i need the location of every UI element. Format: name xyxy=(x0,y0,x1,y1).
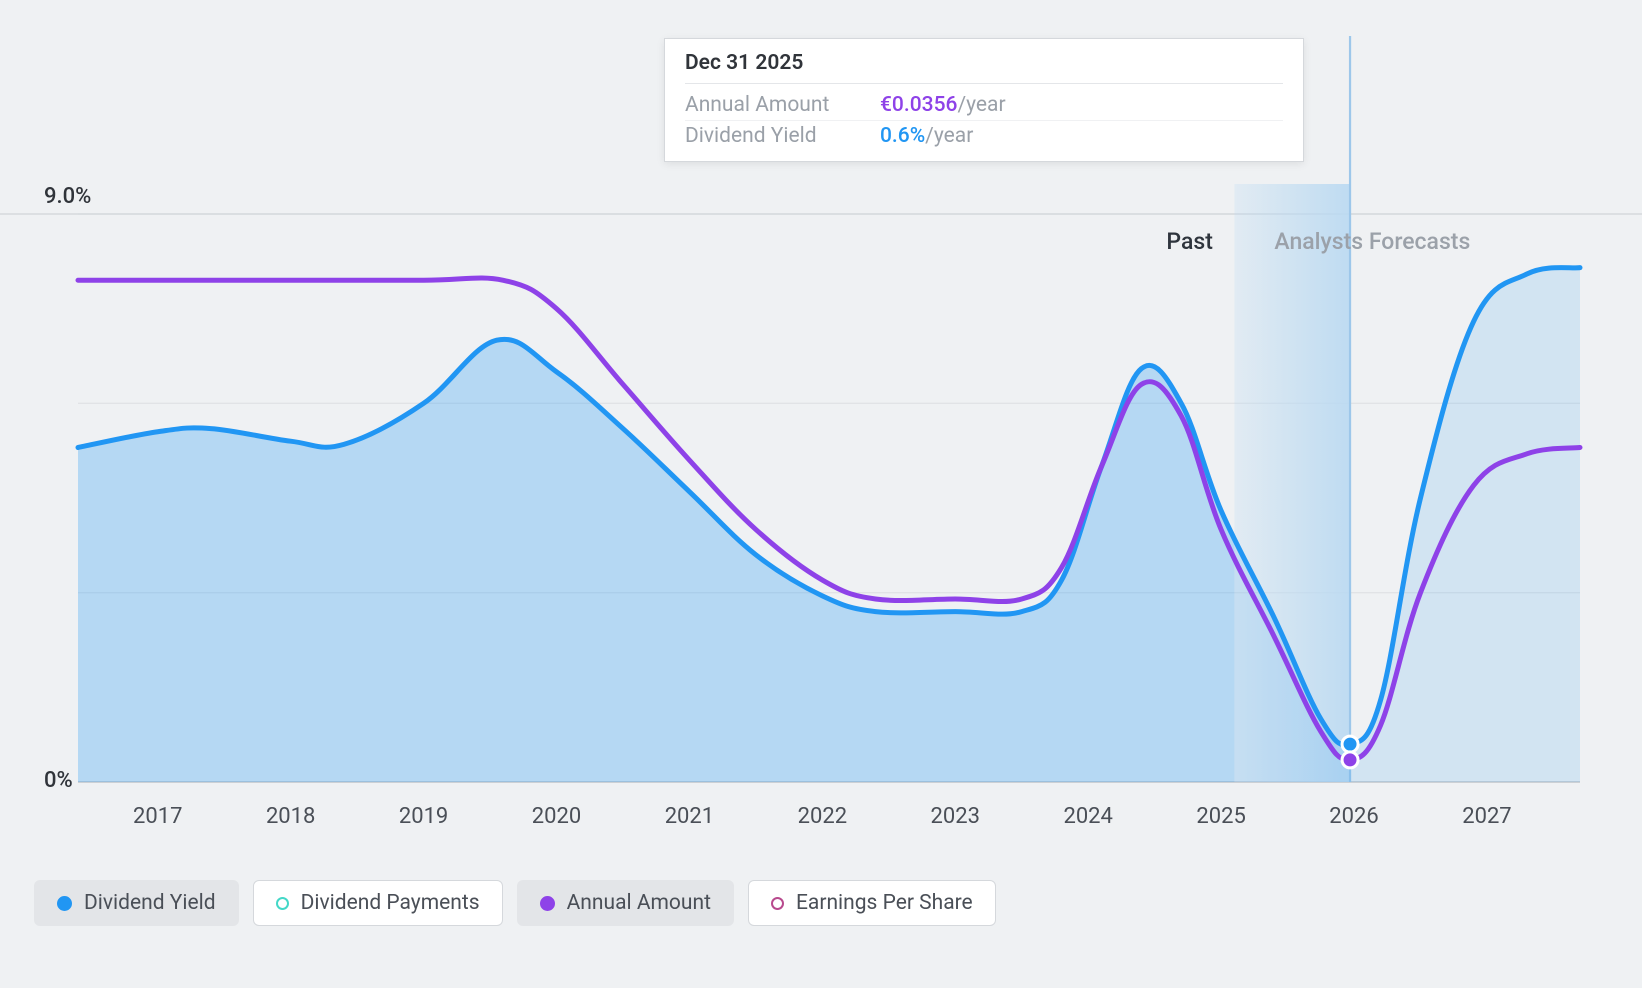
tooltip-row: Dividend Yield0.6%/year xyxy=(685,121,1283,151)
x-tick: 2020 xyxy=(532,804,581,829)
x-tick: 2019 xyxy=(399,804,448,829)
legend-swatch xyxy=(771,897,784,910)
tooltip-row-label: Dividend Yield xyxy=(685,124,880,148)
legend-item[interactable]: Earnings Per Share xyxy=(748,880,996,926)
tooltip-date: Dec 31 2025 xyxy=(685,51,1283,84)
region-label-forecast: Analysts Forecasts xyxy=(1274,228,1470,255)
x-tick: 2021 xyxy=(665,804,714,829)
region-label-past: Past xyxy=(1166,228,1212,255)
dividend-chart: 9.0% 0% 2017 2018 2019 2020 2021 2022 2023 2024… xyxy=(0,0,1642,988)
x-tick: 2027 xyxy=(1462,804,1511,829)
chart-legend: Dividend Yield Dividend Payments Annual Am… xyxy=(34,880,996,926)
x-tick: 2026 xyxy=(1329,804,1378,829)
legend-swatch xyxy=(276,897,289,910)
x-tick: 2025 xyxy=(1196,804,1245,829)
legend-label: Dividend Payments xyxy=(301,891,480,915)
legend-label: Dividend Yield xyxy=(84,891,216,915)
legend-swatch xyxy=(540,896,555,911)
x-tick: 2022 xyxy=(798,804,847,829)
legend-swatch xyxy=(57,896,72,911)
chart-tooltip: Dec 31 2025 Annual Amount€0.0356/yearDiv… xyxy=(664,38,1304,162)
y-axis-min-label: 0% xyxy=(44,768,73,793)
legend-item[interactable]: Dividend Yield xyxy=(34,880,239,926)
x-tick: 2024 xyxy=(1063,804,1112,829)
y-axis-max-label: 9.0% xyxy=(44,184,91,209)
legend-item[interactable]: Annual Amount xyxy=(517,880,734,926)
tooltip-row-unit: /year xyxy=(957,93,1005,117)
x-tick: 2023 xyxy=(931,804,980,829)
legend-label: Annual Amount xyxy=(567,891,711,915)
tooltip-row: Annual Amount€0.0356/year xyxy=(685,90,1283,121)
legend-label: Earnings Per Share xyxy=(796,891,973,915)
tooltip-row-value: €0.0356 xyxy=(880,93,957,117)
x-tick: 2017 xyxy=(133,804,182,829)
legend-item[interactable]: Dividend Payments xyxy=(253,880,503,926)
tooltip-row-unit: /year xyxy=(925,124,973,148)
tooltip-row-value: 0.6% xyxy=(880,124,925,148)
tooltip-row-label: Annual Amount xyxy=(685,93,880,117)
x-tick: 2018 xyxy=(266,804,315,829)
